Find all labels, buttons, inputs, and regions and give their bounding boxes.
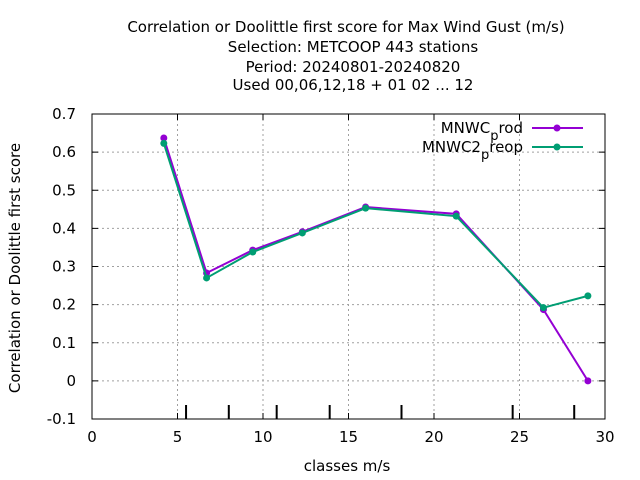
y-tick-label: 0.6 (52, 143, 76, 161)
series-1-point (249, 248, 257, 256)
chart-title: Correlation or Doolittle first score for… (127, 18, 564, 94)
x-tick-label: 20 (424, 428, 443, 446)
legend-label-rest: rod (498, 119, 523, 137)
legend-label-rest: reop (489, 138, 523, 156)
series-1-point (203, 274, 211, 282)
class-boundary-ticks (185, 405, 576, 419)
legend-label-subscript: p (490, 129, 498, 144)
legend-label-main: MNWC2 (422, 138, 481, 156)
x-tick-label: 0 (87, 428, 97, 446)
series-1-point (584, 292, 592, 300)
y-tick-label: 0.7 (52, 105, 76, 123)
series-1-point (160, 139, 168, 147)
x-tick-label: 10 (253, 428, 272, 446)
legend-marker-0 (553, 124, 561, 132)
y-tick-label: 0.4 (52, 219, 76, 237)
x-tick-label: 15 (339, 428, 358, 446)
legend-marker-1 (553, 143, 561, 151)
series-1-point (298, 229, 306, 237)
y-tick-label: 0 (66, 372, 76, 390)
x-tick-label: 30 (595, 428, 614, 446)
x-axis-label: classes m/s (304, 457, 391, 475)
x-tick-label: 5 (173, 428, 183, 446)
y-tick-label: 0.3 (52, 258, 76, 276)
y-axis-label: Correlation or Doolittle first score (6, 143, 24, 393)
series-line-1 (162, 143, 589, 309)
title-line-3: Period: 20240801-20240820 (246, 58, 461, 76)
legend-label-0: MNWCprod (441, 119, 523, 144)
y-tick-label: -0.1 (47, 410, 76, 428)
y-tick-label: 0.1 (52, 334, 76, 352)
x-tick-label: 25 (510, 428, 529, 446)
series-layer (160, 134, 592, 385)
legend-label-1: MNWC2preop (422, 138, 523, 163)
title-line-2: Selection: METCOOP 443 stations (228, 38, 479, 56)
y-tick-label: 0.5 (52, 181, 76, 199)
y-axis-ticks: -0.1 0 0.1 0.2 0.3 0.4 0.5 0.6 0.7 (47, 105, 605, 428)
series-1-point (362, 204, 370, 212)
series-0-point (584, 377, 592, 385)
legend-label-subscript: p (481, 148, 489, 163)
series-1-point (539, 304, 547, 312)
series-line-0 (162, 137, 589, 382)
title-line-1: Correlation or Doolittle first score for… (127, 18, 564, 36)
x-axis-ticks: 0 5 10 15 20 25 30 (87, 114, 615, 446)
title-line-4: Used 00,06,12,18 + 01 02 ... 12 (233, 76, 474, 94)
series-1-point (452, 212, 460, 220)
series-0-point (160, 134, 168, 142)
y-tick-label: 0.2 (52, 296, 76, 314)
grid-lines (92, 114, 605, 419)
legend-label-main: MNWC (441, 119, 490, 137)
